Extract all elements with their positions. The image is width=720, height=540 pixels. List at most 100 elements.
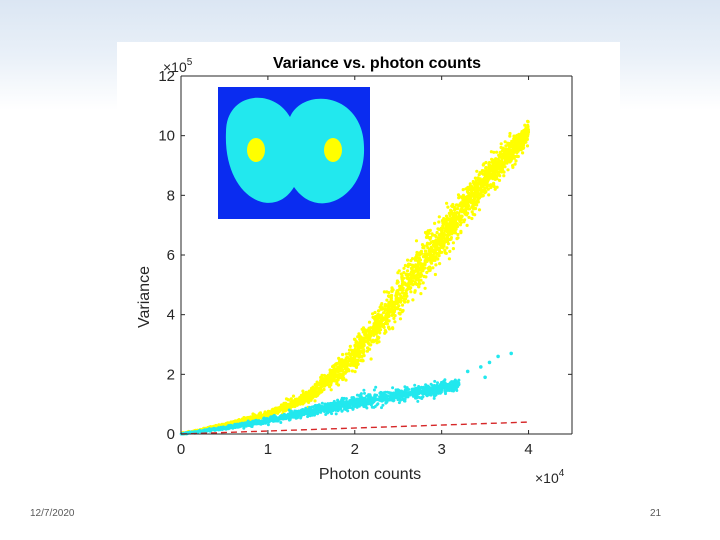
central-point (466, 211, 470, 215)
central-point (411, 263, 415, 267)
central-point (224, 422, 228, 426)
central-point (348, 363, 352, 367)
peripheral-point (283, 414, 287, 418)
central-point (406, 299, 410, 303)
central-point (434, 244, 438, 248)
central-point (447, 211, 451, 215)
central-point (412, 275, 416, 279)
central-point (282, 408, 286, 413)
central-point (414, 277, 418, 282)
peripheral-point (355, 403, 359, 407)
central-point (380, 316, 385, 320)
central-point (502, 156, 506, 160)
peripheral-point (325, 407, 329, 411)
peripheral-point (372, 400, 376, 404)
central-point (495, 150, 499, 154)
central-point (483, 172, 487, 176)
central-point (399, 288, 403, 292)
central-point (342, 361, 346, 365)
central-point (414, 267, 418, 271)
central-point (474, 203, 478, 207)
figure-panel: Variance vs. photon counts 0 1 2 3 4 0 2 4 6 8 10 1… (117, 42, 620, 500)
central-point (383, 307, 387, 311)
central-point (409, 259, 413, 263)
central-point (466, 207, 470, 211)
central-point (479, 191, 483, 195)
central-point (448, 230, 452, 234)
central-point (292, 402, 296, 406)
central-point (385, 298, 389, 302)
peripheral-point (415, 386, 419, 390)
central-point (513, 138, 517, 142)
peripheral-point (394, 396, 398, 399)
peripheral-point (401, 397, 405, 401)
peripheral-point (278, 417, 282, 421)
central-point (356, 362, 360, 366)
central-point (379, 321, 383, 325)
central-point (390, 299, 394, 303)
central-point (315, 386, 319, 390)
central-point (375, 341, 379, 345)
central-point (396, 271, 400, 275)
central-point (421, 268, 425, 272)
central-point (267, 413, 271, 417)
central-point (335, 380, 339, 384)
central-point (380, 307, 384, 311)
central-point (369, 334, 373, 338)
central-point (290, 404, 294, 408)
central-point (482, 177, 486, 181)
central-point (387, 301, 391, 305)
central-point (418, 267, 422, 271)
central-point (463, 218, 467, 222)
central-point (446, 205, 450, 209)
inset-image (218, 87, 370, 219)
peripheral-point (396, 388, 400, 392)
central-point (383, 331, 387, 335)
peripheral-point (394, 390, 398, 394)
central-point (317, 382, 321, 387)
central-point (424, 275, 428, 279)
central-point (456, 193, 461, 197)
central-point (448, 217, 452, 221)
central-point (372, 327, 376, 331)
central-point (489, 185, 493, 190)
peripheral-point (457, 378, 461, 382)
central-point (515, 133, 519, 137)
peripheral-point (248, 423, 252, 427)
central-point (322, 387, 326, 392)
central-point (453, 213, 457, 217)
peripheral-point (451, 389, 455, 393)
peripheral-point (381, 403, 385, 407)
central-point (434, 251, 438, 255)
central-point (393, 314, 397, 318)
central-point (473, 192, 477, 196)
peripheral-point (444, 392, 447, 396)
central-point (400, 303, 405, 307)
central-point (453, 227, 458, 231)
peripheral-point (267, 419, 271, 422)
central-point (514, 159, 518, 163)
central-point (504, 144, 508, 148)
peripheral-point (334, 408, 338, 412)
central-point (391, 311, 395, 315)
central-point (522, 133, 526, 137)
central-point (293, 397, 297, 401)
peripheral-point (429, 393, 433, 397)
peripheral-point (385, 390, 389, 394)
central-point (357, 348, 361, 352)
central-point (369, 343, 373, 347)
central-point (362, 354, 366, 358)
central-point (397, 304, 401, 308)
peripheral-point (367, 393, 371, 397)
central-point (403, 263, 407, 268)
central-point (497, 178, 502, 182)
central-point (426, 252, 430, 256)
peripheral-point (351, 407, 355, 411)
central-point (406, 265, 410, 269)
central-point (383, 328, 387, 333)
series-peripheral-points (179, 351, 513, 436)
central-point (476, 198, 480, 202)
peripheral-point (301, 408, 305, 411)
peripheral-point (424, 389, 428, 393)
peripheral-point (242, 426, 246, 430)
